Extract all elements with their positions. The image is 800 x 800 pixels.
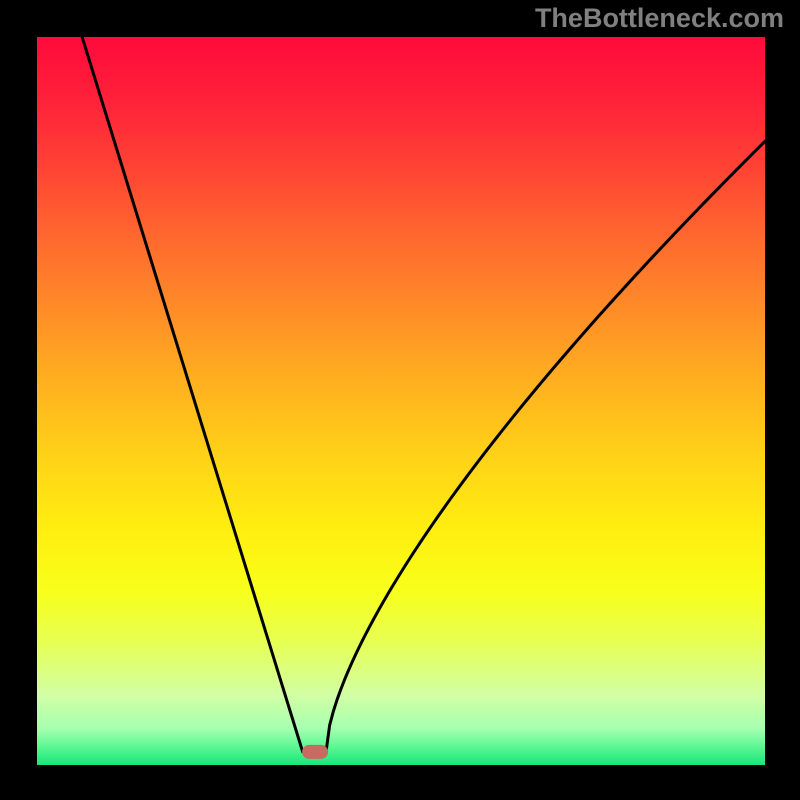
chart-root: TheBottleneck.com [0, 0, 800, 800]
watermark-text: TheBottleneck.com [535, 3, 784, 34]
gradient-background [37, 37, 765, 765]
plot-area [37, 37, 765, 765]
dip-marker [302, 745, 328, 759]
plot-svg [37, 37, 765, 765]
